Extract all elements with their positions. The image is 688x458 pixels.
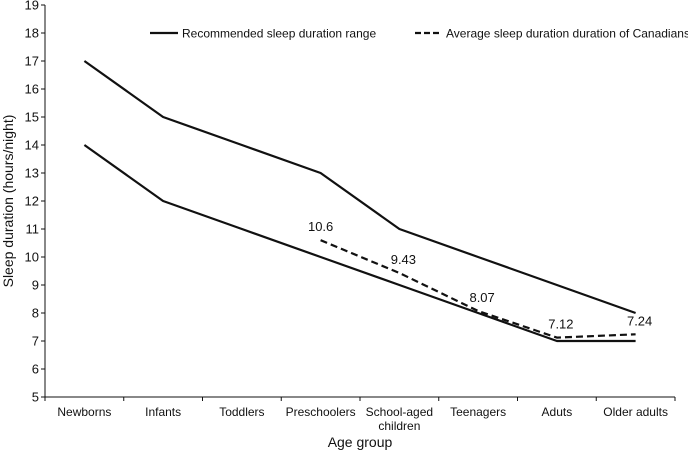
y-tick-label: 16 (25, 82, 39, 97)
x-axis-title: Age group (328, 434, 393, 450)
y-tick-label: 12 (25, 194, 39, 209)
x-category-label-line: School-aged (366, 405, 433, 419)
series-range-lower-line (83, 144, 636, 343)
x-category-label: Aduts (542, 405, 573, 419)
legend-label: Recommended sleep duration range (182, 27, 376, 41)
y-tick-label: 5 (32, 390, 39, 405)
y-tick-label: 11 (26, 222, 40, 237)
x-category-label-line: children (378, 419, 420, 433)
y-axis-ticks: 5 6 7 8 9 10 11 12 13 14 15 16 17 18 19 (25, 0, 45, 405)
x-category-label: Infants (145, 405, 181, 419)
series-range-upper-line (83, 60, 636, 315)
y-tick-label: 19 (25, 0, 39, 13)
data-label: 9.43 (391, 252, 416, 267)
y-tick-label: 13 (25, 166, 39, 181)
x-category-label: Toddlers (219, 405, 264, 419)
x-category-label: Preschoolers (286, 405, 356, 419)
data-labels: 10.6 9.43 8.07 7.12 7.24 (308, 219, 652, 331)
x-category-label-line: Teenagers (450, 405, 506, 419)
y-tick-label: 9 (32, 278, 39, 293)
series-average-line (320, 239, 636, 339)
x-axis-ticks: Newborns Infants Toddlers Preschoolers Schoo… (44, 397, 676, 433)
y-tick-label: 8 (32, 306, 39, 321)
x-category-label-line: Newborns (57, 405, 111, 419)
x-category-label: School-aged children (366, 405, 433, 433)
y-tick-label: 18 (25, 26, 39, 41)
y-tick-label: 6 (32, 362, 39, 377)
data-label: 10.6 (308, 219, 333, 234)
series-layer (83, 60, 636, 343)
x-category-label: Older adults (603, 405, 668, 419)
x-category-label-line: Aduts (542, 405, 573, 419)
legend-label: Average sleep duration duration of Canad… (446, 27, 688, 41)
y-axis-title: Sleep duration (hours/night) (0, 115, 16, 288)
legend: Recommended sleep duration range Average … (150, 27, 688, 41)
x-category-label-line: Toddlers (219, 405, 264, 419)
y-tick-label: 17 (25, 54, 39, 69)
x-category-label-line: Preschoolers (286, 405, 356, 419)
y-tick-label: 7 (32, 334, 39, 349)
data-label: 8.07 (469, 290, 494, 305)
data-label: 7.24 (627, 313, 652, 328)
data-label: 7.12 (548, 317, 573, 332)
x-category-label-line: Older adults (603, 405, 668, 419)
y-tick-label: 15 (25, 110, 39, 125)
x-category-label: Newborns (57, 405, 111, 419)
x-category-label-line: Infants (145, 405, 181, 419)
y-tick-label: 14 (25, 138, 39, 153)
y-tick-label: 10 (25, 250, 39, 265)
x-category-label: Teenagers (450, 405, 506, 419)
